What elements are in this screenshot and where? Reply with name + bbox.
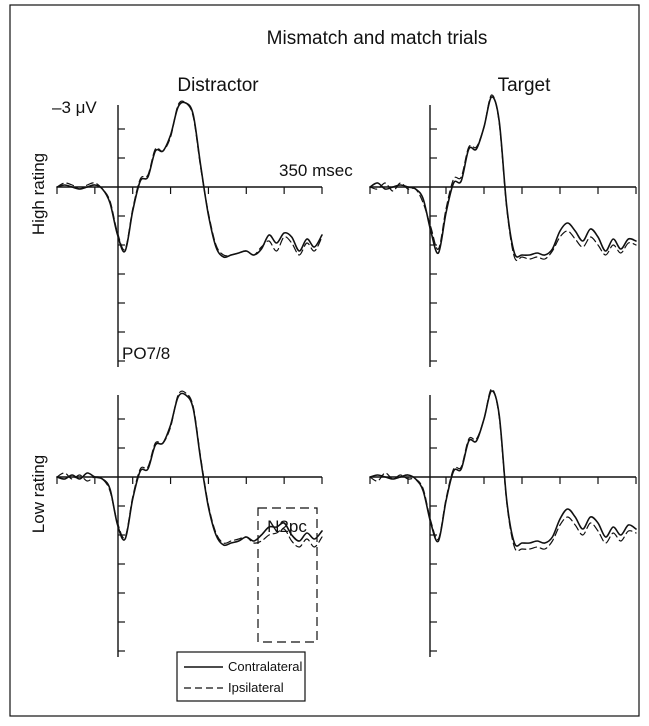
series-contralateral — [369, 96, 637, 258]
column-label-target: Target — [498, 75, 552, 96]
series-contralateral — [56, 392, 323, 547]
series-ipsilateral — [369, 94, 637, 262]
series-ipsilateral — [56, 390, 323, 548]
legend-box — [176, 651, 306, 702]
figure-border — [9, 4, 640, 717]
legend-label-ipsilateral: Ipsilateral — [228, 680, 284, 695]
series-ipsilateral — [56, 100, 323, 257]
series-contralateral — [369, 390, 637, 547]
panel-high-rating-target — [369, 94, 637, 367]
time-marker-label: 350 msec — [279, 161, 353, 180]
row-label-high: High rating — [29, 153, 48, 235]
legend-label-contralateral: Contralateral — [228, 659, 303, 674]
electrode-label: PO7/8 — [122, 344, 170, 363]
column-label-distractor: Distractor — [177, 75, 259, 96]
panel-low-rating-target — [369, 388, 637, 657]
series-ipsilateral — [369, 388, 637, 552]
legend: Contralateral Ipsilateral — [176, 651, 306, 702]
n2pc-box — [257, 507, 318, 643]
row-label-low: Low rating — [29, 455, 48, 533]
chart-title: Mismatch and match trials — [267, 28, 488, 49]
panel-high-rating-distractor — [56, 100, 323, 367]
panel-low-rating-distractor — [56, 390, 323, 657]
panels — [56, 94, 637, 657]
y-scale-label: –3 μV — [52, 98, 97, 117]
